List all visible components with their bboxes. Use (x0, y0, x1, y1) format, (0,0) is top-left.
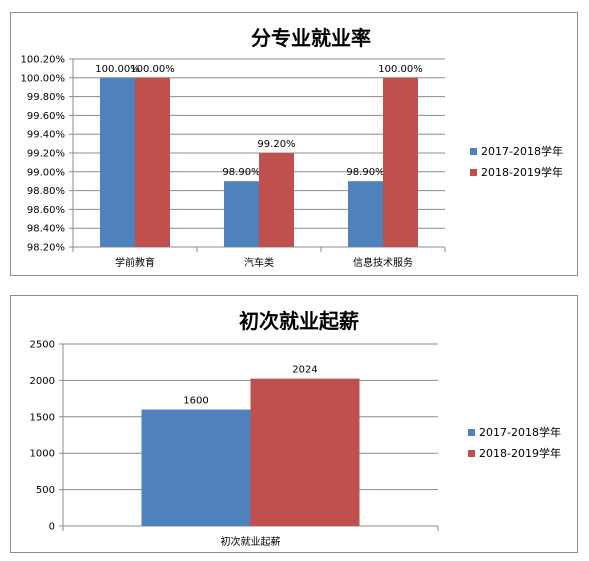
chart-title: 初次就业起薪 (239, 309, 359, 333)
data-label: 98.90% (222, 167, 260, 178)
bar (259, 153, 294, 247)
category-label: 信息技术服务 (353, 256, 413, 269)
chart-title: 分专业就业率 (251, 26, 371, 50)
y-tick-label: 98.80% (27, 186, 65, 197)
y-tick-label: 99.00% (27, 167, 65, 178)
data-label: 2024 (292, 365, 317, 376)
employment-rate-chart-panel: 分专业就业率 98.20% 98.40% 98.60% 98.80% 99.00% 99.… (10, 12, 578, 276)
y-tick-label: 2000 (30, 376, 55, 387)
legend-entry: 2018-2019学年 (479, 446, 561, 460)
data-label: 99.20% (257, 139, 295, 150)
starting-salary-chart-panel: 初次就业起薪 0 500 1000 1500 2000 2500 初次就业起薪 1600 202… (10, 295, 578, 553)
category-label: 汽车类 (244, 256, 274, 269)
y-tick-label: 2500 (30, 340, 55, 351)
bar (135, 77, 170, 247)
employment-rate-chart: 分专业就业率 98.20% 98.40% 98.60% 98.80% 99.00% 99.… (21, 26, 563, 269)
y-tick-label: 99.20% (27, 149, 65, 160)
bar (100, 77, 135, 247)
category-label: 初次就业起薪 (221, 535, 281, 548)
bar (141, 409, 251, 526)
y-tick-label: 99.60% (27, 111, 65, 122)
legend-swatch (470, 169, 477, 176)
legend-swatch (470, 148, 477, 155)
y-tick-label: 1500 (30, 412, 55, 423)
bar (250, 378, 360, 526)
legend-swatch (468, 450, 475, 457)
y-tick-label: 99.80% (27, 92, 65, 103)
category-label: 学前教育 (115, 256, 155, 269)
y-tick-label: 0 (49, 522, 55, 533)
data-label: 100.00% (95, 64, 140, 75)
bar (224, 181, 259, 247)
y-tick-label: 100.00% (21, 73, 66, 84)
y-tick-label: 98.60% (27, 205, 65, 216)
legend-entry: 2017-2018学年 (481, 144, 563, 158)
y-tick-label: 98.40% (27, 224, 65, 235)
data-label: 100.00% (378, 64, 423, 75)
y-tick-label: 500 (36, 485, 55, 496)
y-tick-label: 99.40% (27, 130, 65, 141)
y-tick-label: 100.20% (21, 55, 66, 66)
bar (383, 77, 418, 247)
legend-entry: 2018-2019学年 (481, 165, 563, 179)
data-label: 1600 (183, 396, 208, 407)
y-tick-label: 1000 (30, 449, 55, 460)
y-tick-label: 98.20% (27, 243, 65, 254)
legend-swatch (468, 429, 475, 436)
starting-salary-chart: 初次就业起薪 0 500 1000 1500 2000 2500 初次就业起薪 1600 202… (30, 309, 561, 548)
data-label: 98.90% (346, 167, 384, 178)
bar (348, 181, 383, 247)
data-label: 100.00% (130, 64, 175, 75)
legend-entry: 2017-2018学年 (479, 425, 561, 439)
